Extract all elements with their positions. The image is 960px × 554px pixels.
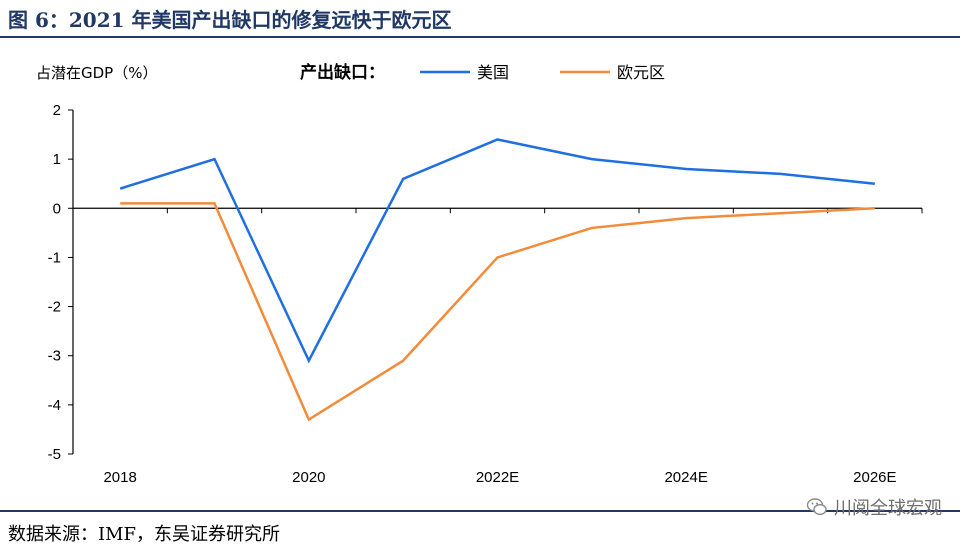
watermark-text: 川阅全球宏观 [834,498,942,519]
x-tick-label: 2020 [292,469,325,486]
y-tick-label: -4 [48,397,61,414]
series-line-usa [119,138,875,364]
y-tick-label: 2 [53,102,61,119]
legend-label-usa: 美国 [477,63,509,82]
x-tick-label: 2024E [664,469,707,486]
x-tick-label: 2018 [103,469,136,486]
output-gap-chart: 占潜在GDP（%） 产出缺口： 美国 欧元区 2 1 0 -1 -2 -3 -4 -5 2018… [36,62,923,486]
wechat-icon [806,498,827,516]
y-tick-label: -5 [48,446,61,463]
y-tick-label: 0 [53,200,61,217]
y-tick-label: -3 [48,348,61,365]
source-bar: 数据来源：IMF，东吴证券研究所 [0,510,960,554]
y-tick-label: 1 [53,151,61,168]
legend-label-eurozone: 欧元区 [617,63,665,82]
legend-item-eurozone: 欧元区 [560,63,665,82]
figure-title: 图 6：2021 年美国产出缺口的修复远快于欧元区 [8,8,452,32]
title-bar: 图 6：2021 年美国产出缺口的修复远快于欧元区 [0,0,960,38]
source-note: 数据来源：IMF，东吴证券研究所 [8,524,281,545]
series-line-eurozone [120,202,875,422]
x-tick-label: 2022E [476,469,519,486]
legend-title: 产出缺口： [300,62,385,83]
legend-item-usa: 美国 [420,63,509,82]
y-tick-label: -2 [48,299,61,316]
x-tick-label: 2026E [853,469,896,486]
axes: 2 1 0 -1 -2 -3 -4 -5 2018 2020 2022E 2024E 2026E [48,102,923,486]
watermark: 川阅全球宏观 [806,494,942,520]
series-lines [119,138,875,422]
y-tick-label: -1 [48,249,61,266]
y-axis-label: 占潜在GDP（%） [36,64,157,82]
